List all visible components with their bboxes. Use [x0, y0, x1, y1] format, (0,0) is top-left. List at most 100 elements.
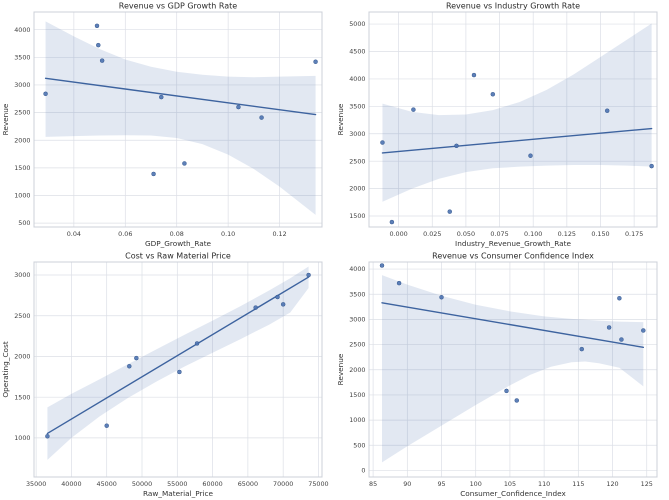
- plot-title: Revenue vs GDP Growth Rate: [119, 2, 237, 11]
- regression-line: [381, 127, 652, 154]
- data-point: [379, 140, 385, 145]
- x-tick-label: 70000: [273, 480, 293, 488]
- x-tick-label: 60000: [202, 480, 222, 488]
- regression-line: [46, 276, 310, 435]
- plot-border: [368, 261, 657, 478]
- data-point: [389, 219, 394, 225]
- x-tick-label: 0.000: [389, 230, 407, 238]
- x-tick-label: 100: [469, 480, 481, 488]
- y-tick-labels: 0 500 1000 1500 2000 2500 3000 3500 4000: [349, 265, 365, 474]
- data-point: [151, 171, 156, 177]
- y-tick-label: 5000: [349, 20, 365, 28]
- x-tick-labels: 85 90 95 100 105 110 115 120 125: [369, 480, 653, 488]
- data-points: [379, 263, 646, 403]
- x-tick-label: 95: [437, 480, 445, 488]
- scatter-plot-cost-vs-raw-material-price: 35000 40000 45000 50000 55000 60000 65000 70000…: [1, 252, 329, 499]
- data-point: [43, 91, 48, 97]
- y-tick-label: 1500: [14, 164, 30, 172]
- x-tick-label: 0.04: [67, 230, 81, 238]
- data-point: [94, 23, 100, 29]
- data-point: [313, 59, 318, 64]
- y-axis-label: Revenue: [1, 103, 10, 135]
- gridlines: [34, 262, 322, 477]
- x-tick-label: 45000: [97, 480, 117, 488]
- x-tick-label: 65000: [238, 480, 258, 488]
- y-tick-label: 2000: [14, 353, 30, 361]
- data-points: [43, 23, 318, 177]
- data-point: [99, 58, 105, 63]
- y-axis-label: Operating_Cost: [1, 341, 10, 397]
- x-tick-label: 105: [503, 480, 515, 488]
- data-point: [253, 305, 258, 310]
- data-point: [280, 302, 286, 307]
- x-axis-label: Raw_Material_Price: [143, 489, 214, 498]
- y-tick-label: 3000: [349, 316, 365, 324]
- data-point: [471, 72, 476, 78]
- x-tick-label: 0.12: [272, 230, 286, 238]
- y-tick-label: 2000: [349, 366, 365, 374]
- x-tick-label: 0.150: [591, 230, 609, 238]
- y-tick-label: 4000: [14, 26, 30, 34]
- data-point: [259, 115, 264, 120]
- gridlines: [368, 12, 657, 227]
- y-tick-labels: 1500 2000 2500 3000 3500 4000 4500 5000: [349, 20, 365, 220]
- data-point: [236, 104, 241, 110]
- data-points: [379, 72, 654, 225]
- data-point: [446, 209, 452, 214]
- data-point: [438, 294, 444, 300]
- plot-title: Revenue vs Consumer Confidence Index: [432, 252, 594, 261]
- regression-line: [380, 302, 644, 349]
- data-point: [379, 263, 384, 268]
- plot-border: [368, 11, 657, 228]
- data-point: [527, 153, 533, 158]
- x-tick-labels: 0.000 0.025 0.050 0.075 0.100 0.125 0.150 0.175: [389, 230, 643, 238]
- y-tick-label: 3500: [14, 53, 30, 61]
- x-tick-label: 75000: [308, 480, 328, 488]
- y-tick-label: 2000: [349, 185, 365, 193]
- x-tick-label: 0.125: [557, 230, 575, 238]
- data-point: [275, 294, 280, 300]
- data-point: [182, 161, 187, 166]
- data-point: [490, 92, 495, 97]
- y-tick-label: 3000: [14, 81, 30, 89]
- y-tick-label: 2500: [349, 341, 365, 349]
- y-tick-label: 1500: [349, 212, 365, 220]
- y-tick-label: 2500: [14, 312, 30, 320]
- x-tick-label: 0.175: [624, 230, 642, 238]
- y-tick-label: 500: [353, 441, 365, 449]
- x-tick-label: 85: [369, 480, 377, 488]
- y-tick-label: 4500: [349, 48, 365, 56]
- data-point: [606, 325, 611, 330]
- data-point: [579, 346, 584, 352]
- y-tick-label: 500: [18, 219, 30, 227]
- data-point: [104, 423, 109, 428]
- data-point: [648, 163, 654, 169]
- y-tick-label: 4000: [349, 75, 365, 83]
- data-point: [194, 341, 200, 346]
- x-tick-label: 120: [606, 480, 618, 488]
- data-point: [177, 369, 182, 375]
- y-tick-label: 1000: [349, 416, 365, 424]
- x-tick-label: 55000: [167, 480, 187, 488]
- data-point: [618, 337, 624, 342]
- confidence-band: [381, 23, 652, 202]
- scatter-plot-revenue-vs-gdp-growth: 0.04 0.06 0.08 0.10 0.12 500 1000 1500 2000 2500 3…: [1, 2, 323, 248]
- x-tick-label: 35000: [26, 480, 46, 488]
- y-tick-label: 2500: [349, 157, 365, 165]
- data-point: [604, 108, 609, 113]
- confidence-band: [45, 21, 316, 215]
- x-tick-label: 0.08: [170, 230, 184, 238]
- y-axis-label: Revenue: [336, 353, 345, 385]
- plot-title: Cost vs Raw Material Price: [125, 252, 231, 261]
- x-tick-label: 40000: [61, 480, 81, 488]
- data-point: [96, 42, 101, 48]
- scatter-plot-revenue-vs-consumer-confidence: 85 90 95 100 105 110 115 120 125 0 500 1000 1500 2000…: [336, 252, 657, 498]
- data-point: [503, 388, 509, 394]
- data-point: [410, 107, 416, 112]
- data-point: [159, 94, 164, 100]
- x-tick-labels: 35000 40000 45000 50000 55000 60000 65000 70000…: [26, 480, 329, 488]
- x-tick-label: 0.050: [456, 230, 474, 238]
- y-tick-labels: 500 1000 1500 2000 2500 3000 3500 4000: [14, 26, 30, 227]
- y-tick-label: 2500: [14, 109, 30, 117]
